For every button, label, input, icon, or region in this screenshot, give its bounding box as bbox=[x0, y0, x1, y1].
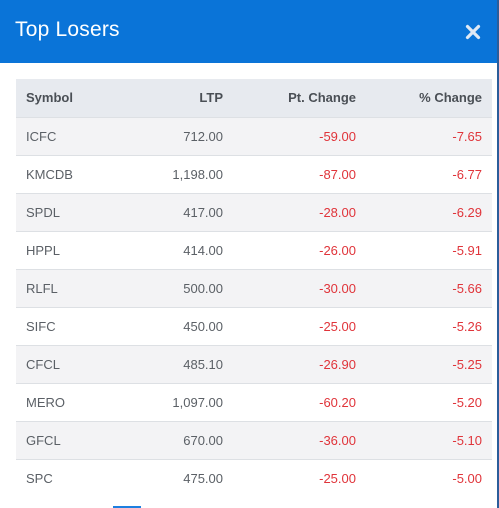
cell-ltp: 500.00 bbox=[183, 280, 223, 296]
cell-pt-change: -36.00 bbox=[319, 432, 356, 448]
cell-ltp: 475.00 bbox=[183, 470, 223, 486]
header-pct-change[interactable]: % Change bbox=[419, 90, 482, 106]
table-row[interactable]: SPDL 417.00 -28.00 -6.29 bbox=[16, 193, 492, 231]
cell-pct-change: -5.66 bbox=[452, 280, 482, 296]
cell-symbol: SPC bbox=[26, 470, 53, 486]
cell-ltp: 712.00 bbox=[183, 128, 223, 144]
cell-ltp: 485.10 bbox=[183, 356, 223, 372]
close-button[interactable] bbox=[461, 19, 485, 45]
cell-pct-change: -7.65 bbox=[452, 128, 482, 144]
cell-ltp: 1,198.00 bbox=[172, 166, 223, 182]
scroll-indicator[interactable] bbox=[113, 506, 141, 508]
cell-pt-change: -25.00 bbox=[319, 470, 356, 486]
cell-pt-change: -25.00 bbox=[319, 318, 356, 334]
table-header: Symbol LTP Pt. Change % Change bbox=[16, 79, 492, 117]
cell-pct-change: -6.29 bbox=[452, 204, 482, 220]
table-row[interactable]: SIFC 450.00 -25.00 -5.26 bbox=[16, 307, 492, 345]
cell-pct-change: -5.20 bbox=[452, 394, 482, 410]
table-row[interactable]: SPC 475.00 -25.00 -5.00 bbox=[16, 459, 492, 497]
table-header-row: Symbol LTP Pt. Change % Change bbox=[16, 79, 492, 117]
losers-table: Symbol LTP Pt. Change % Change ICFC 712.0… bbox=[16, 79, 492, 497]
table-row[interactable]: HPPL 414.00 -26.00 -5.91 bbox=[16, 231, 492, 269]
table-row[interactable]: RLFL 500.00 -30.00 -5.66 bbox=[16, 269, 492, 307]
cell-symbol: MERO bbox=[26, 394, 65, 410]
cell-pt-change: -59.00 bbox=[319, 128, 356, 144]
table-row[interactable]: MERO 1,097.00 -60.20 -5.20 bbox=[16, 383, 492, 421]
cell-ltp: 1,097.00 bbox=[172, 394, 223, 410]
cell-pct-change: -5.10 bbox=[452, 432, 482, 448]
cell-symbol: KMCDB bbox=[26, 166, 73, 182]
cell-pt-change: -87.00 bbox=[319, 166, 356, 182]
header-symbol[interactable]: Symbol bbox=[26, 90, 73, 106]
cell-ltp: 417.00 bbox=[183, 204, 223, 220]
cell-pt-change: -28.00 bbox=[319, 204, 356, 220]
modal-title: Top Losers bbox=[15, 18, 120, 41]
cell-pct-change: -5.26 bbox=[452, 318, 482, 334]
cell-symbol: GFCL bbox=[26, 432, 61, 448]
close-x-icon bbox=[465, 24, 481, 40]
cell-symbol: CFCL bbox=[26, 356, 60, 372]
table-row[interactable]: ICFC 712.00 -59.00 -7.65 bbox=[16, 117, 492, 155]
cell-symbol: SPDL bbox=[26, 204, 60, 220]
modal-header: Top Losers bbox=[0, 0, 497, 63]
cell-ltp: 414.00 bbox=[183, 242, 223, 258]
losers-table-container: Symbol LTP Pt. Change % Change ICFC 712.0… bbox=[16, 79, 492, 497]
table-body: ICFC 712.00 -59.00 -7.65 KMCDB 1,198.00 -87.00… bbox=[16, 117, 492, 497]
cell-pct-change: -5.91 bbox=[452, 242, 482, 258]
cell-symbol: RLFL bbox=[26, 280, 58, 296]
cell-pt-change: -26.00 bbox=[319, 242, 356, 258]
header-pt-change[interactable]: Pt. Change bbox=[288, 90, 356, 106]
cell-pt-change: -26.90 bbox=[319, 356, 356, 372]
header-ltp[interactable]: LTP bbox=[199, 90, 223, 106]
cell-symbol: SIFC bbox=[26, 318, 56, 334]
cell-pct-change: -5.25 bbox=[452, 356, 482, 372]
cell-pt-change: -30.00 bbox=[319, 280, 356, 296]
cell-symbol: ICFC bbox=[26, 128, 57, 144]
cell-pct-change: -5.00 bbox=[452, 470, 482, 486]
cell-symbol: HPPL bbox=[26, 242, 60, 258]
cell-pct-change: -6.77 bbox=[452, 166, 482, 182]
table-row[interactable]: GFCL 670.00 -36.00 -5.10 bbox=[16, 421, 492, 459]
cell-pt-change: -60.20 bbox=[319, 394, 356, 410]
table-row[interactable]: KMCDB 1,198.00 -87.00 -6.77 bbox=[16, 155, 492, 193]
cell-ltp: 670.00 bbox=[183, 432, 223, 448]
cell-ltp: 450.00 bbox=[183, 318, 223, 334]
table-row[interactable]: CFCL 485.10 -26.90 -5.25 bbox=[16, 345, 492, 383]
